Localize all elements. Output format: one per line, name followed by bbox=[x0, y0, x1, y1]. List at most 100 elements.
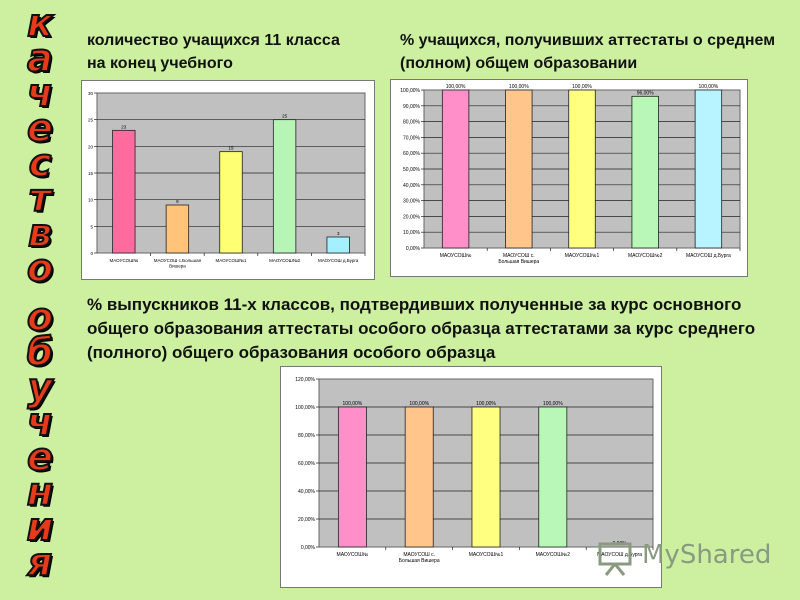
bar bbox=[441, 89, 470, 249]
title-letter: а bbox=[26, 36, 54, 80]
y-tick-label: 60,00% bbox=[403, 151, 421, 157]
x-tick-label: МАОУСОШ№ bbox=[337, 552, 369, 558]
title-letter: в bbox=[27, 211, 53, 255]
watermark: MyShared bbox=[590, 538, 772, 578]
y-tick-label: 10,00% bbox=[403, 230, 421, 236]
title-letter: о bbox=[26, 295, 54, 339]
watermark-text: MyShared bbox=[642, 540, 772, 570]
x-tick-label: МАОУСОШ№1 bbox=[469, 552, 504, 558]
bar bbox=[631, 95, 659, 249]
y-tick-label: 60,00% bbox=[298, 461, 316, 467]
x-tick-label: МАОУСОШ№ bbox=[440, 253, 472, 259]
x-tick-label: МАОУСОШ№ bbox=[110, 258, 139, 263]
y-tick-label: 80,00% bbox=[403, 120, 421, 126]
x-tick-label-line2: Вишера bbox=[169, 264, 186, 269]
x-tick-label-line2: Большая Вишера bbox=[498, 259, 539, 265]
title-letter: и bbox=[26, 505, 55, 549]
bar bbox=[337, 406, 367, 548]
bar bbox=[568, 89, 596, 249]
title-letter: н bbox=[26, 470, 54, 514]
y-tick-label: 70,00% bbox=[403, 135, 421, 141]
title-letter: е bbox=[26, 106, 54, 150]
y-tick-label: 20,00% bbox=[298, 517, 316, 523]
title-letter: с bbox=[28, 141, 52, 185]
x-tick-label: МАОУСОШ с.Большая bbox=[154, 258, 202, 263]
title-letter: я bbox=[27, 540, 53, 584]
y-tick-label: 80,00% bbox=[298, 433, 316, 439]
x-tick-label: МАОУСОШ д.Бурга bbox=[686, 253, 731, 259]
heading-certificates-percent: % учащихся, получивших аттестаты о средн… bbox=[400, 32, 776, 72]
data-label: 100,00% bbox=[446, 84, 466, 90]
data-label: 100,00% bbox=[409, 401, 429, 407]
bar bbox=[404, 406, 434, 548]
y-tick-label: 5 bbox=[90, 224, 93, 229]
x-tick-label: МАОУСОШ д.Бурга bbox=[318, 258, 359, 263]
bar bbox=[538, 406, 568, 548]
y-tick-label: 30 bbox=[88, 91, 94, 96]
title-letter: ч bbox=[26, 71, 54, 115]
chart-honors-percent: 0,00% 20,00% 40,00% 60,00% 80,00% 100,00% 120,… bbox=[280, 366, 662, 588]
data-label: 3 bbox=[337, 231, 340, 236]
bar bbox=[219, 151, 243, 254]
heading-honors-percent: % выпускников 11-х классов, подтвердивши… bbox=[87, 295, 756, 362]
y-tick-label: 0,00% bbox=[406, 246, 421, 252]
data-label: 96,00% bbox=[637, 90, 655, 96]
y-tick-label: 20,00% bbox=[403, 214, 421, 220]
title-letter: о bbox=[26, 246, 54, 290]
y-tick-label: 30,00% bbox=[403, 199, 421, 205]
y-tick-label: 120,00% bbox=[295, 377, 315, 383]
x-tick-label: МАОУСОШ с. bbox=[503, 253, 535, 259]
bar bbox=[112, 129, 136, 254]
y-tick-label: 40,00% bbox=[298, 489, 316, 495]
y-tick-label: 25 bbox=[88, 118, 94, 123]
y-tick-label: 50,00% bbox=[403, 167, 421, 173]
title-letter: к bbox=[26, 1, 54, 45]
data-label: 19 bbox=[228, 146, 234, 151]
data-label: 9 bbox=[176, 199, 179, 204]
data-label: 100,00% bbox=[509, 84, 529, 90]
data-label: 25 bbox=[282, 114, 288, 119]
title-letter: у bbox=[27, 365, 54, 409]
bar bbox=[272, 119, 297, 254]
data-label: 100,00% bbox=[699, 84, 719, 90]
y-tick-label: 10 bbox=[88, 198, 94, 203]
heading-student-count: количество учащихся 11 класса на конец у… bbox=[87, 32, 340, 72]
x-tick-label: МАОУСОШ с. bbox=[403, 552, 435, 558]
title-letter: е bbox=[26, 435, 54, 479]
data-label: 23 bbox=[121, 124, 127, 129]
y-tick-label: 100,00% bbox=[295, 405, 315, 411]
chart-student-count-svg: 0 5 10 15 20 25 30 23 МАОУСОШ№ 9 МАОУСОШ с.Большая… bbox=[88, 91, 366, 269]
y-tick-label: 40,00% bbox=[403, 183, 421, 189]
x-tick-label-line2: Большая Вишера bbox=[399, 558, 440, 564]
bar bbox=[694, 89, 723, 249]
y-tick-label: 0,00% bbox=[301, 545, 316, 551]
data-label: 100,00% bbox=[543, 401, 563, 407]
bar bbox=[326, 236, 350, 254]
presentation-board-icon bbox=[598, 542, 632, 576]
title-letter: б bbox=[26, 330, 55, 374]
x-tick-label: МАОУСОШ№2 bbox=[536, 552, 571, 558]
title-letter: т bbox=[28, 176, 52, 220]
bar bbox=[505, 89, 533, 249]
data-label: 100,00% bbox=[343, 401, 363, 407]
bar bbox=[165, 204, 190, 254]
x-tick-label: МАОУСОШ№2 bbox=[269, 258, 301, 263]
data-label: 100,00% bbox=[476, 401, 496, 407]
x-tick-label: МАОУСОШ д.Бурга bbox=[597, 552, 642, 558]
x-tick-label: МАОУСОШ№1 bbox=[215, 258, 247, 263]
y-tick-label: 0 bbox=[90, 251, 93, 256]
data-label: 100,00% bbox=[572, 84, 592, 90]
chart-certificates-percent: 0,00% 10,00% 20,00% 30,00% 40,00% 50,00% 60,00… bbox=[390, 79, 748, 277]
y-tick-label: 100,00% bbox=[400, 88, 420, 94]
chart-honors-percent-svg: 0,00% 20,00% 40,00% 60,00% 80,00% 100,00% 120,… bbox=[295, 377, 654, 564]
chart-certificates-percent-svg: 0,00% 10,00% 20,00% 30,00% 40,00% 50,00% 60,00… bbox=[400, 84, 741, 265]
y-tick-label: 90,00% bbox=[403, 104, 421, 110]
x-tick-label: МАОУСОШ№2 bbox=[628, 253, 663, 259]
x-tick-label: МАОУСОШ№1 bbox=[565, 253, 600, 259]
y-tick-label: 20 bbox=[88, 144, 94, 149]
bar bbox=[471, 406, 501, 548]
chart-student-count: 0 5 10 15 20 25 30 23 МАОУСОШ№ 9 МАОУСОШ с.Большая… bbox=[81, 80, 375, 280]
title-letter: ч bbox=[26, 400, 54, 444]
y-tick-label: 15 bbox=[88, 171, 94, 176]
